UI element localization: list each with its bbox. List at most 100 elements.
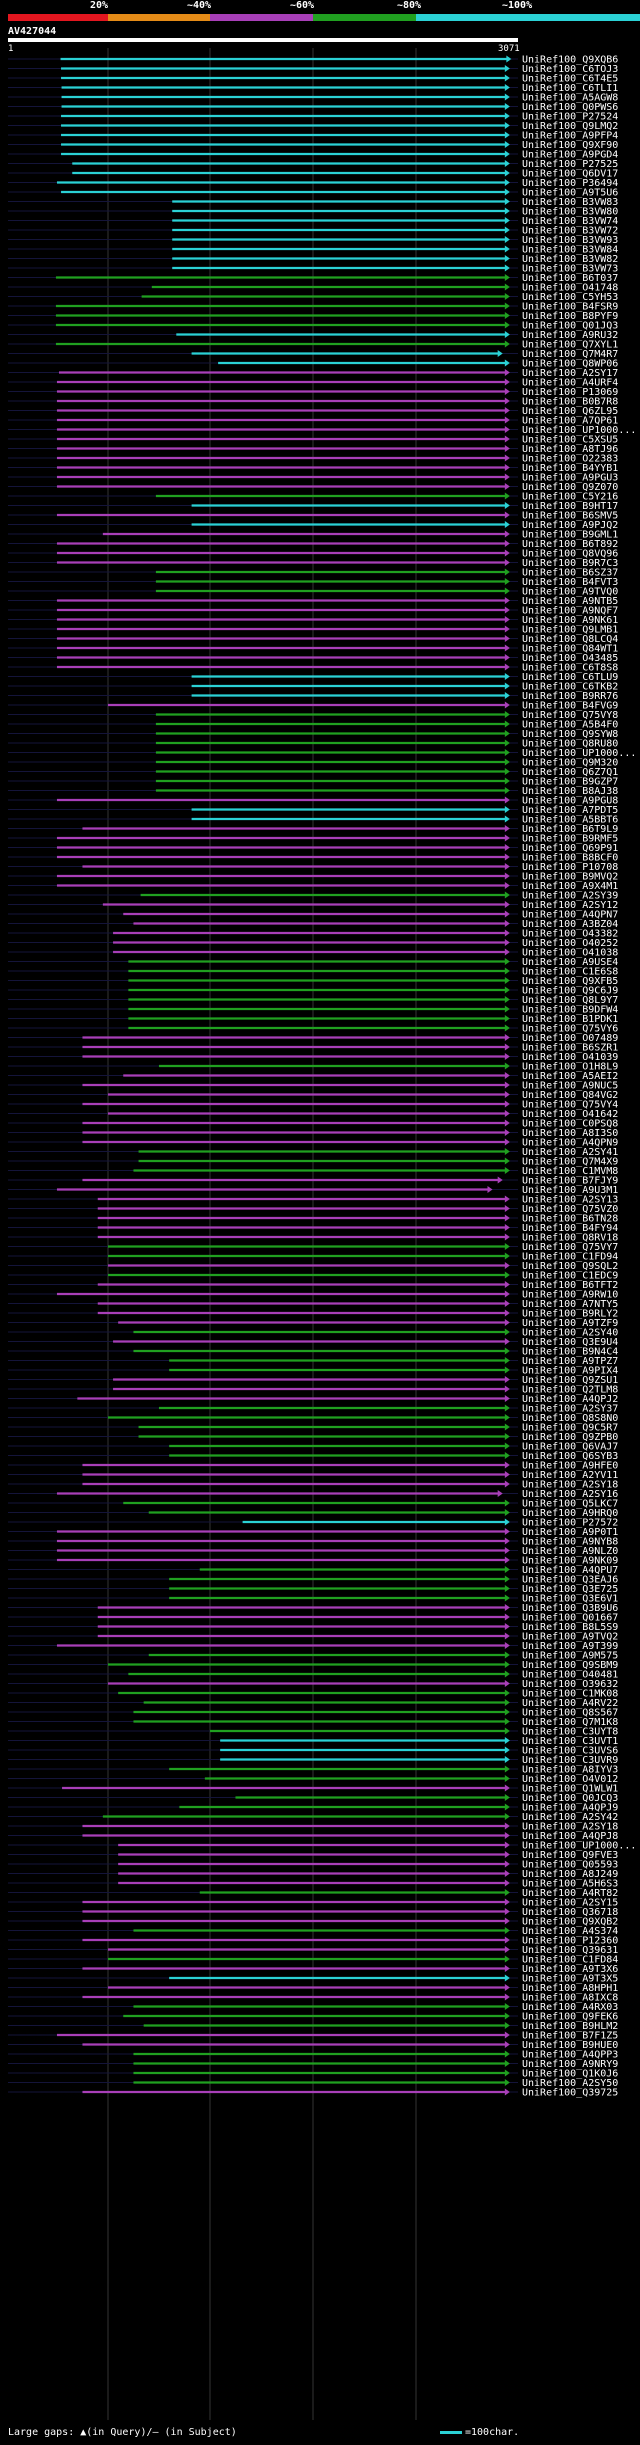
hit-label[interactable]: UniRef100_Q0JCQ3 [522, 1793, 618, 1804]
hit-label[interactable]: UniRef100_Q75VY4 [522, 1100, 618, 1111]
hit-label[interactable]: UniRef100_Q6Z7Q1 [522, 767, 618, 778]
hit-row[interactable]: UniRef100_Q7M4R7 [8, 349, 618, 360]
hit-label[interactable]: UniRef100_A9NYB8 [522, 1537, 618, 1548]
hit-label[interactable]: UniRef100_B7FJY9 [522, 1176, 618, 1187]
hit-row[interactable]: UniRef100_A9X4M1 [8, 881, 618, 892]
hit-label[interactable]: UniRef100_C1FD94 [522, 1252, 618, 1263]
hit-row[interactable]: UniRef100_Q75VZ0 [8, 1204, 618, 1215]
hit-row[interactable]: UniRef100_B3VW84 [8, 245, 618, 256]
hit-row[interactable]: UniRef100_Q6ZL95 [8, 406, 618, 417]
hit-label[interactable]: UniRef100_B7F1Z5 [522, 2031, 618, 2042]
hit-row[interactable]: UniRef100_C0PSQ8 [8, 1119, 618, 1130]
hit-row[interactable]: UniRef100_Q7M1K8 [8, 1717, 618, 1728]
hit-row[interactable]: UniRef100_B8AJ38 [8, 786, 618, 797]
hit-label[interactable]: UniRef100_A4QPN9 [522, 1138, 618, 1149]
hit-label[interactable]: UniRef100_A9NLZ0 [522, 1546, 618, 1557]
hit-label[interactable]: UniRef100_A2SY17 [522, 368, 618, 379]
hit-row[interactable]: UniRef100_Q84VG2 [8, 1090, 618, 1101]
hit-row[interactable]: UniRef100_A4RT82 [8, 1888, 618, 1899]
hit-row[interactable]: UniRef100_A5H6S3 [8, 1879, 618, 1890]
hit-label[interactable]: UniRef100_Q9SQL2 [522, 1261, 618, 1272]
hit-row[interactable]: UniRef100_B9HT17 [8, 501, 618, 512]
hit-label[interactable]: UniRef100_A9TPZ7 [522, 1356, 618, 1367]
hit-row[interactable]: UniRef100_O4V012 [8, 1774, 618, 1785]
hit-row[interactable]: UniRef100_P13069 [8, 387, 618, 398]
hit-label[interactable]: UniRef100_A2SY39 [522, 891, 618, 902]
hit-label[interactable]: UniRef100_UP1000... [522, 748, 636, 759]
hit-label[interactable]: UniRef100_P27525 [522, 159, 618, 170]
hit-row[interactable]: UniRef100_A9PGD4 [8, 150, 618, 161]
hit-row[interactable]: UniRef100_O1H8L9 [8, 1062, 618, 1073]
hit-label[interactable]: UniRef100_Q8RV18 [522, 1233, 618, 1244]
hit-row[interactable]: UniRef100_Q75VY7 [8, 1242, 618, 1253]
hit-row[interactable]: UniRef100_A9USE4 [8, 957, 618, 968]
hit-row[interactable]: UniRef100_A8I3S0 [8, 1128, 618, 1139]
hit-row[interactable]: UniRef100_A2SY42 [8, 1812, 618, 1823]
hit-label[interactable]: UniRef100_A2SY40 [522, 1328, 618, 1339]
hit-label[interactable]: UniRef100_Q9XQB6 [522, 55, 618, 66]
hit-label[interactable]: UniRef100_C3UVR9 [522, 1755, 618, 1766]
hit-label[interactable]: UniRef100_Q75VY8 [522, 710, 618, 721]
hit-label[interactable]: UniRef100_A8TJ96 [522, 444, 618, 455]
hit-label[interactable]: UniRef100_A8HPH1 [522, 1983, 618, 1994]
hit-row[interactable]: UniRef100_Q3E725 [8, 1584, 618, 1595]
hit-row[interactable]: UniRef100_A9T399 [8, 1641, 618, 1652]
hit-label[interactable]: UniRef100_Q8S567 [522, 1708, 618, 1719]
hit-label[interactable]: UniRef100_Q8S8N0 [522, 1413, 618, 1424]
hit-label[interactable]: UniRef100_A4RT82 [522, 1888, 618, 1899]
hit-row[interactable]: UniRef100_Q39725 [8, 2088, 618, 2099]
hit-row[interactable]: UniRef100_O40252 [8, 938, 618, 949]
hit-row[interactable]: UniRef100_P27525 [8, 159, 618, 170]
hit-row[interactable]: UniRef100_B9GZP7 [8, 777, 618, 788]
hit-row[interactable]: UniRef100_Q7M4X9 [8, 1157, 618, 1168]
hit-row[interactable]: UniRef100_Q8S567 [8, 1708, 618, 1719]
hit-label[interactable]: UniRef100_A9PJQ2 [522, 520, 618, 531]
hit-row[interactable]: UniRef100_Q8RV18 [8, 1233, 618, 1244]
hit-label[interactable]: UniRef100_A4URF4 [522, 378, 618, 389]
hit-label[interactable]: UniRef100_Q75VY7 [522, 1242, 618, 1253]
hit-row[interactable]: UniRef100_B7FJY9 [8, 1176, 618, 1187]
hit-label[interactable]: UniRef100_A8IYV3 [522, 1765, 618, 1776]
hit-row[interactable]: UniRef100_A9RW10 [8, 1290, 618, 1301]
hit-label[interactable]: UniRef100_A9USE4 [522, 957, 618, 968]
hit-label[interactable]: UniRef100_A5BBT6 [522, 815, 618, 826]
hit-label[interactable]: UniRef100_P36494 [522, 178, 618, 189]
hit-row[interactable]: UniRef100_A8IYV3 [8, 1765, 618, 1776]
hit-label[interactable]: UniRef100_A2SY41 [522, 1147, 618, 1158]
hit-label[interactable]: UniRef100_B6SZ37 [522, 568, 618, 579]
hit-label[interactable]: UniRef100_A7PDT5 [522, 805, 618, 816]
hit-label[interactable]: UniRef100_A9NK09 [522, 1556, 618, 1567]
hit-label[interactable]: UniRef100_O22383 [522, 454, 618, 465]
hit-row[interactable]: UniRef100_Q9SYW8 [8, 729, 618, 740]
hit-row[interactable]: UniRef100_A2SY16 [8, 1489, 618, 1500]
hit-label[interactable]: UniRef100_A9TZF9 [522, 1318, 618, 1329]
hit-label[interactable]: UniRef100_O39632 [522, 1679, 618, 1690]
hit-label[interactable]: UniRef100_A4RX03 [522, 2002, 618, 2013]
hit-label[interactable]: UniRef100_O43485 [522, 653, 618, 664]
hit-row[interactable]: UniRef100_A9M575 [8, 1651, 618, 1662]
hit-row[interactable]: UniRef100_Q9ZPB0 [8, 1432, 618, 1443]
hit-label[interactable]: UniRef100_Q0PWS6 [522, 102, 618, 113]
hit-label[interactable]: UniRef100_A5AEI2 [522, 1071, 618, 1082]
hit-row[interactable]: UniRef100_C1FD94 [8, 1252, 618, 1263]
hit-label[interactable]: UniRef100_B6TN28 [522, 1214, 618, 1225]
hit-label[interactable]: UniRef100_Q3EAJ6 [522, 1575, 618, 1586]
hit-label[interactable]: UniRef100_A9PGD4 [522, 150, 618, 161]
hit-label[interactable]: UniRef100_Q9FVE3 [522, 1850, 618, 1861]
hit-row[interactable]: UniRef100_B6T037 [8, 273, 618, 284]
hit-row[interactable]: UniRef100_A5BBT6 [8, 815, 618, 826]
hit-row[interactable]: UniRef100_A4URF4 [8, 378, 618, 389]
hit-row[interactable]: UniRef100_Q9XFB5 [8, 976, 618, 987]
hit-row[interactable]: UniRef100_B1PDK1 [8, 1014, 618, 1025]
hit-label[interactable]: UniRef100_B6TFT2 [522, 1280, 618, 1291]
hit-row[interactable]: UniRef100_B9RMF5 [8, 834, 618, 845]
hit-row[interactable]: UniRef100_Q05593 [8, 1860, 618, 1871]
hit-row[interactable]: UniRef100_P27524 [8, 112, 618, 123]
hit-row[interactable]: UniRef100_O41748 [8, 283, 618, 294]
hit-label[interactable]: UniRef100_B3VW83 [522, 197, 618, 208]
hit-row[interactable]: UniRef100_Q3EAJ6 [8, 1575, 618, 1586]
hit-label[interactable]: UniRef100_B9R7C3 [522, 558, 618, 569]
hit-label[interactable]: UniRef100_O43382 [522, 929, 618, 940]
hit-row[interactable]: UniRef100_Q75VY8 [8, 710, 618, 721]
hit-label[interactable]: UniRef100_B6SMV5 [522, 511, 618, 522]
